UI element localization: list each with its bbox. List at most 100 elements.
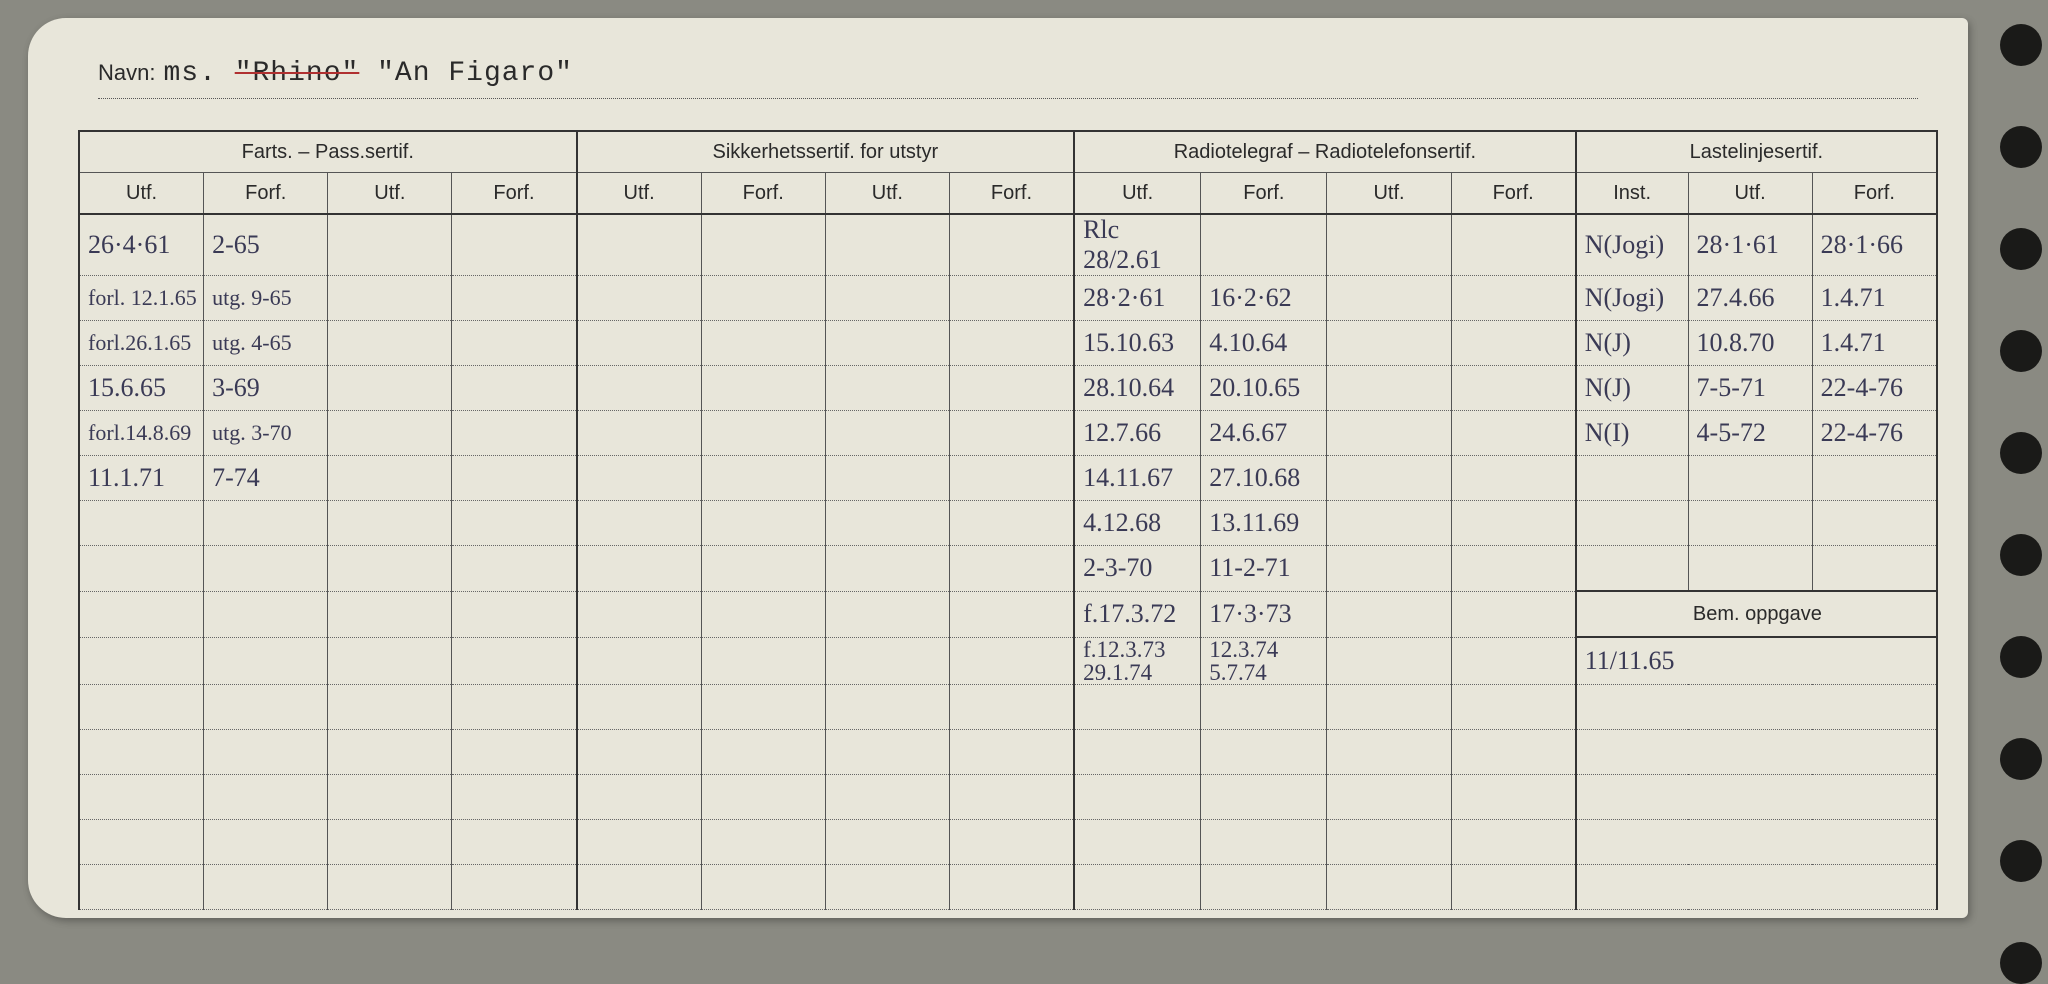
cell [328, 214, 452, 276]
table-row: f.12.3.7329.1.7412.3.745.7.7411/11.65 [79, 637, 1937, 684]
cell [1201, 729, 1327, 774]
col-forf: Forf. [949, 173, 1074, 215]
cell [1576, 729, 1937, 774]
cell: 27.10.68 [1201, 456, 1327, 501]
cell [1451, 501, 1576, 546]
cell [328, 411, 452, 456]
cell [825, 684, 949, 729]
cell [452, 546, 577, 592]
cell [328, 864, 452, 909]
cell: 1.4.71 [1812, 321, 1937, 366]
group-lastelinje: Lastelinjesertif. [1576, 131, 1937, 173]
cell [577, 591, 702, 637]
cell [328, 456, 452, 501]
cell [1451, 864, 1576, 909]
cell [1688, 456, 1812, 501]
cell [1451, 546, 1576, 592]
cell [1576, 774, 1937, 819]
cell [1327, 456, 1451, 501]
cell: 3-69 [204, 366, 328, 411]
cell [825, 501, 949, 546]
cell [1201, 214, 1327, 276]
table-row [79, 864, 1937, 909]
cell: 2-3-70 [1074, 546, 1201, 592]
col-inst: Inst. [1576, 173, 1688, 215]
cell [949, 276, 1074, 321]
cell: N(J) [1576, 321, 1688, 366]
cell [701, 546, 825, 592]
cell [1327, 276, 1451, 321]
cell [949, 729, 1074, 774]
cell [79, 774, 204, 819]
cell [1451, 276, 1576, 321]
group-radio: Radiotelegraf – Radiotelefonsertif. [1074, 131, 1576, 173]
cell [452, 684, 577, 729]
cell [701, 456, 825, 501]
cell [328, 774, 452, 819]
binder-hole [2000, 330, 2042, 372]
cell [204, 819, 328, 864]
cell [577, 546, 702, 592]
cell [79, 546, 204, 592]
cell [949, 864, 1074, 909]
cell [701, 214, 825, 276]
cell: utg. 4-65 [204, 321, 328, 366]
cell [1576, 546, 1688, 592]
cell [79, 729, 204, 774]
cell [328, 819, 452, 864]
cell [328, 321, 452, 366]
cell: forl.26.1.65 [79, 321, 204, 366]
cell: 7-74 [204, 456, 328, 501]
cell: 17·3·73 [1201, 591, 1327, 637]
cell [204, 729, 328, 774]
cell [452, 591, 577, 637]
group-sikkerhet: Sikkerhetssertif. for utstyr [577, 131, 1075, 173]
table-row [79, 729, 1937, 774]
binder-holes [2000, 24, 2042, 984]
binder-hole [2000, 840, 2042, 882]
col-forf: Forf. [1451, 173, 1576, 215]
cell [825, 366, 949, 411]
cell [1074, 774, 1201, 819]
cell [1074, 729, 1201, 774]
cell [949, 819, 1074, 864]
cell: 11-2-71 [1201, 546, 1327, 592]
cell: 14.11.67 [1074, 456, 1201, 501]
cell [1074, 684, 1201, 729]
cell [701, 729, 825, 774]
cell: 11.1.71 [79, 456, 204, 501]
cell: utg. 3-70 [204, 411, 328, 456]
cell [949, 774, 1074, 819]
cell [825, 411, 949, 456]
cell [701, 501, 825, 546]
col-utf: Utf. [825, 173, 949, 215]
cell [825, 637, 949, 684]
cell [328, 501, 452, 546]
cell [701, 637, 825, 684]
cell [1327, 684, 1451, 729]
cell [949, 637, 1074, 684]
cell [1327, 819, 1451, 864]
cell: 1.4.71 [1812, 276, 1937, 321]
cell [1201, 864, 1327, 909]
cell [452, 214, 577, 276]
cell [1327, 774, 1451, 819]
table-row: 26·4·612-65Rlc 28/2.61N(Jogi)28·1·6128·1… [79, 214, 1937, 276]
cell [204, 637, 328, 684]
cell [701, 774, 825, 819]
cell: N(I) [1576, 411, 1688, 456]
table-row: 4.12.6813.11.69 [79, 501, 1937, 546]
certificate-table: Farts. – Pass.sertif. Sikkerhetssertif. … [78, 130, 1938, 910]
cell: forl.14.8.69 [79, 411, 204, 456]
cell [79, 819, 204, 864]
col-utf: Utf. [1327, 173, 1451, 215]
name-value: ms. "Rhino" "An Figaro" [163, 58, 572, 89]
cell [328, 637, 452, 684]
table-row: forl. 12.1.65utg. 9-6528·2·6116·2·62N(Jo… [79, 276, 1937, 321]
binder-hole [2000, 534, 2042, 576]
cell [204, 864, 328, 909]
cell: f.17.3.72 [1074, 591, 1201, 637]
cell [1327, 366, 1451, 411]
name-label: Navn: [98, 60, 155, 86]
cell: 12.7.66 [1074, 411, 1201, 456]
